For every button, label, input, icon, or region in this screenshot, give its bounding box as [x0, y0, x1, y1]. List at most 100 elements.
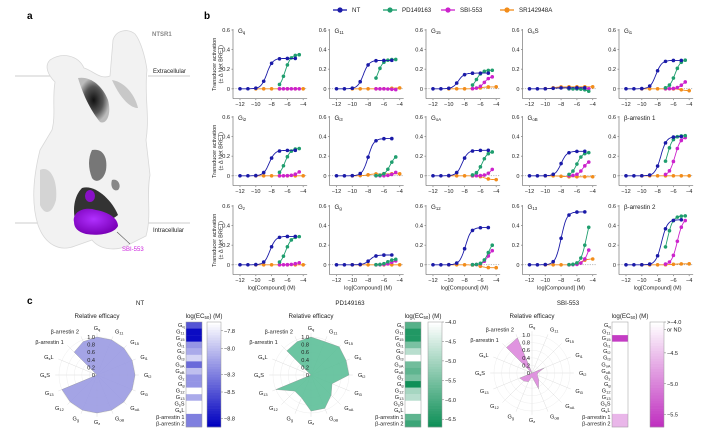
heatmap-row-label: G13	[602, 395, 611, 401]
data-point-nt	[551, 86, 555, 91]
heatmap-cell	[186, 361, 202, 369]
data-point-sr142948a	[551, 262, 555, 267]
data-point-nt	[439, 86, 443, 91]
data-point-nt	[583, 86, 587, 90]
heatmap-row-label: G13	[176, 395, 185, 401]
data-point-nt	[350, 173, 355, 178]
data-point-nt	[358, 171, 363, 176]
colorbar-step	[650, 335, 664, 339]
label-subscript: 12	[180, 390, 184, 395]
x-tick-label: −4	[590, 102, 596, 108]
data-point-sbi-553	[490, 248, 495, 253]
data-point-sbi-553	[482, 80, 487, 85]
data-point-sr142948a	[261, 87, 266, 91]
data-point-sbi-553	[285, 87, 290, 91]
label-base: β-arrestin 2	[51, 330, 79, 336]
y-tick-label: 0	[323, 263, 326, 269]
data-point-sr142948a	[687, 88, 691, 93]
y-tick-label: 0.2	[608, 67, 616, 73]
data-point-sr142948a	[366, 173, 370, 177]
data-point-nt	[655, 253, 660, 258]
y-tick-label: 0	[420, 174, 423, 180]
heatmap-cell	[405, 420, 421, 428]
label-subscript: g	[339, 206, 342, 211]
radar-chart: Relative efficacyGqG11G15Gi1Gi2Gi3GoAGoB…	[35, 313, 151, 426]
radar-spoke	[493, 356, 533, 374]
data-point-nt	[269, 61, 274, 66]
data-point-nt	[478, 225, 483, 230]
colorbar-step	[428, 369, 442, 373]
heatmap-row-label: Gi3	[396, 356, 403, 362]
x-tick-label: −8	[365, 278, 371, 284]
data-point-nt	[350, 86, 355, 91]
colorbar-border	[427, 321, 443, 428]
y-tick-label: 0.6	[512, 115, 520, 121]
data-point-nt	[567, 86, 571, 90]
label-base: G	[358, 373, 362, 379]
label-base: G	[394, 362, 398, 368]
data-point-pd149163	[285, 244, 290, 249]
x-tick-label: −6	[284, 189, 290, 195]
data-point-pd149163	[277, 170, 282, 175]
colorbar-step	[207, 371, 221, 375]
heatmap-row-label: Gi1	[177, 343, 184, 349]
panel-title: GoA	[431, 115, 441, 122]
label-base: G	[479, 353, 483, 359]
y-tick-label: 0.4	[608, 135, 616, 141]
label-base: G	[393, 402, 397, 408]
heatmap-row-label: Gg	[397, 382, 404, 388]
colorbar-step	[207, 340, 221, 344]
y-tick-label: 0	[516, 263, 519, 269]
data-point-sbi-553	[289, 262, 294, 267]
label-suffix: L	[400, 408, 403, 414]
colorbar-step	[650, 322, 664, 325]
data-point-sr142948a	[462, 263, 467, 267]
ec50-heatmap: log(EC50) (M)GqG11G15Gi1Gi2Gi3GoAGoBGzGg…	[156, 313, 235, 427]
x-tick-label: −6	[477, 102, 483, 108]
label-base: G	[396, 343, 400, 349]
label-base: G	[140, 391, 144, 397]
radar-axis-label: Gi1	[575, 353, 582, 359]
data-point-nt	[238, 262, 242, 267]
label-subscript: 11	[606, 330, 610, 335]
radar-spoke	[531, 372, 571, 390]
y-tick-label: 0.6	[319, 115, 327, 121]
heatmap-cell	[612, 374, 628, 382]
heatmap-row-label: GsL	[175, 408, 184, 414]
label-base: G	[329, 416, 333, 422]
panel-title: Gi3	[335, 115, 344, 122]
radar-axis-label: GoA	[130, 406, 140, 412]
label-base: G	[354, 355, 358, 361]
heatmap-cell	[612, 420, 628, 428]
x-tick-label: −12	[428, 189, 438, 195]
y-tick-label: 0.2	[319, 154, 327, 160]
panel-title: β-arrestin 1	[624, 115, 656, 122]
data-point-pd149163	[277, 82, 282, 87]
radar-axis-label: GsL	[258, 355, 267, 361]
heatmap-cell	[612, 407, 628, 415]
label-subscript: oB	[180, 370, 185, 375]
label-base: G	[602, 329, 606, 335]
label-base: G	[575, 389, 579, 395]
panel-title: G12	[431, 204, 441, 211]
radar-area	[61, 336, 136, 414]
colorbar-tick-label: −5.0	[667, 382, 678, 388]
data-point-sbi-553	[293, 87, 298, 91]
label-subscript: i3	[339, 117, 343, 122]
legend-label: SR142948A	[519, 7, 553, 14]
data-point-sbi-553	[579, 169, 583, 173]
radar-tick-label: 0.2	[522, 363, 530, 369]
heatmap-row-label: Gi2	[603, 349, 610, 355]
label-base: G	[40, 373, 44, 379]
label-suffix: S	[400, 402, 404, 408]
fit-curve-pd149163	[279, 236, 300, 263]
colorbar-step	[428, 379, 442, 383]
x-tick-label: −6	[574, 189, 580, 195]
data-point-sr142948a	[590, 257, 595, 261]
colorbar-step	[650, 395, 664, 399]
label-suffix: L	[607, 408, 610, 414]
data-point-sbi-553	[386, 87, 390, 91]
data-point-nt	[655, 68, 660, 73]
data-point-sbi-553	[297, 260, 302, 265]
